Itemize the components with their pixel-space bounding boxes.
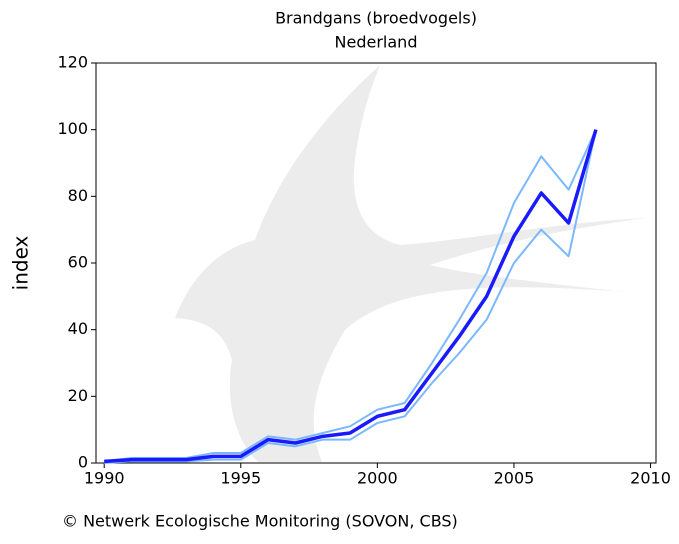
y-tick-label: 100 <box>57 119 88 138</box>
x-tick-label: 2010 <box>630 469 671 488</box>
y-tick-label: 40 <box>68 319 88 338</box>
x-tick-label: 1990 <box>84 469 125 488</box>
y-axis-label: index <box>9 235 33 290</box>
y-tick-label: 80 <box>68 186 88 205</box>
chart-subtitle: Nederland <box>335 33 418 52</box>
y-tick-label: 20 <box>68 386 88 405</box>
x-tick-label: 2005 <box>494 469 535 488</box>
x-tick-label: 2000 <box>357 469 398 488</box>
chart-title: Brandgans (broedvogels) <box>275 9 477 28</box>
y-tick-label: 120 <box>57 53 88 72</box>
chart: Brandgans (broedvogels) Nederland index … <box>0 0 679 544</box>
footer: © Netwerk Ecologische Monitoring (SOVON,… <box>62 512 458 531</box>
page: {"chart_data": {"type": "line", "title":… <box>0 0 679 544</box>
x-tick-label: 1995 <box>220 469 261 488</box>
y-tick-label: 60 <box>68 253 88 272</box>
